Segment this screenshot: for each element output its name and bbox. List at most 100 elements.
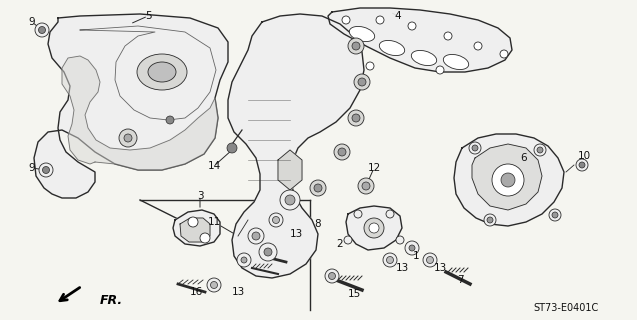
Ellipse shape — [349, 27, 375, 42]
Text: 8: 8 — [315, 219, 321, 229]
Text: 15: 15 — [347, 289, 361, 299]
Circle shape — [269, 213, 283, 227]
Text: 13: 13 — [289, 229, 303, 239]
Text: 2: 2 — [337, 239, 343, 249]
Text: 12: 12 — [368, 163, 381, 173]
Circle shape — [241, 257, 247, 263]
Circle shape — [487, 217, 493, 223]
Circle shape — [200, 233, 210, 243]
Text: 11: 11 — [208, 217, 220, 227]
Circle shape — [210, 282, 217, 289]
Circle shape — [273, 217, 280, 223]
Circle shape — [492, 164, 524, 196]
Circle shape — [427, 257, 434, 263]
Circle shape — [280, 190, 300, 210]
Text: 7: 7 — [457, 275, 463, 285]
Circle shape — [396, 236, 404, 244]
Circle shape — [166, 116, 174, 124]
Circle shape — [383, 253, 397, 267]
Circle shape — [352, 114, 360, 122]
Circle shape — [259, 243, 277, 261]
Ellipse shape — [443, 54, 469, 69]
Circle shape — [369, 223, 379, 233]
Text: ST73-E0401C: ST73-E0401C — [533, 303, 599, 313]
Circle shape — [237, 253, 251, 267]
Circle shape — [39, 163, 53, 177]
Text: 13: 13 — [433, 263, 447, 273]
Text: 1: 1 — [413, 251, 419, 261]
Circle shape — [248, 228, 264, 244]
Circle shape — [408, 22, 416, 30]
Circle shape — [252, 232, 260, 240]
Text: 9: 9 — [29, 17, 35, 27]
Text: 10: 10 — [577, 151, 590, 161]
Circle shape — [227, 143, 237, 153]
Polygon shape — [346, 206, 402, 250]
Circle shape — [436, 66, 444, 74]
Polygon shape — [472, 144, 542, 210]
Text: 6: 6 — [520, 153, 527, 163]
Circle shape — [188, 217, 198, 227]
Circle shape — [207, 278, 221, 292]
Circle shape — [344, 236, 352, 244]
Polygon shape — [180, 218, 210, 242]
Circle shape — [124, 134, 132, 142]
Ellipse shape — [412, 51, 437, 66]
Polygon shape — [278, 150, 302, 190]
Circle shape — [342, 16, 350, 24]
Circle shape — [500, 50, 508, 58]
Text: 13: 13 — [396, 263, 408, 273]
Circle shape — [348, 38, 364, 54]
Ellipse shape — [137, 54, 187, 90]
Circle shape — [576, 159, 588, 171]
Circle shape — [469, 142, 481, 154]
Circle shape — [338, 148, 346, 156]
Circle shape — [352, 42, 360, 50]
Polygon shape — [34, 14, 228, 198]
Polygon shape — [328, 8, 512, 72]
Circle shape — [43, 166, 50, 173]
Circle shape — [579, 162, 585, 168]
Circle shape — [285, 195, 295, 205]
Ellipse shape — [148, 62, 176, 82]
Text: 4: 4 — [395, 11, 401, 21]
Polygon shape — [454, 134, 564, 226]
Circle shape — [405, 241, 419, 255]
Circle shape — [325, 269, 339, 283]
Circle shape — [423, 253, 437, 267]
Circle shape — [362, 182, 370, 190]
Circle shape — [35, 23, 49, 37]
Text: 13: 13 — [231, 287, 245, 297]
Circle shape — [534, 144, 546, 156]
Circle shape — [552, 212, 558, 218]
Circle shape — [364, 218, 384, 238]
Circle shape — [444, 32, 452, 40]
Circle shape — [348, 110, 364, 126]
Text: 5: 5 — [145, 11, 152, 21]
Circle shape — [387, 257, 394, 263]
Polygon shape — [62, 56, 218, 170]
Circle shape — [474, 42, 482, 50]
Circle shape — [537, 147, 543, 153]
Text: 16: 16 — [189, 287, 203, 297]
Circle shape — [354, 74, 370, 90]
Text: 3: 3 — [197, 191, 203, 201]
Circle shape — [501, 173, 515, 187]
Ellipse shape — [379, 40, 404, 56]
Text: FR.: FR. — [100, 293, 123, 307]
Circle shape — [358, 178, 374, 194]
Circle shape — [329, 273, 336, 279]
Circle shape — [358, 78, 366, 86]
Text: 14: 14 — [208, 161, 220, 171]
Text: 9: 9 — [29, 163, 35, 173]
Circle shape — [366, 62, 374, 70]
Circle shape — [314, 184, 322, 192]
Circle shape — [386, 210, 394, 218]
Circle shape — [549, 209, 561, 221]
Circle shape — [119, 129, 137, 147]
Circle shape — [484, 214, 496, 226]
Circle shape — [409, 245, 415, 251]
Circle shape — [334, 144, 350, 160]
Polygon shape — [228, 14, 364, 278]
Circle shape — [264, 248, 272, 256]
